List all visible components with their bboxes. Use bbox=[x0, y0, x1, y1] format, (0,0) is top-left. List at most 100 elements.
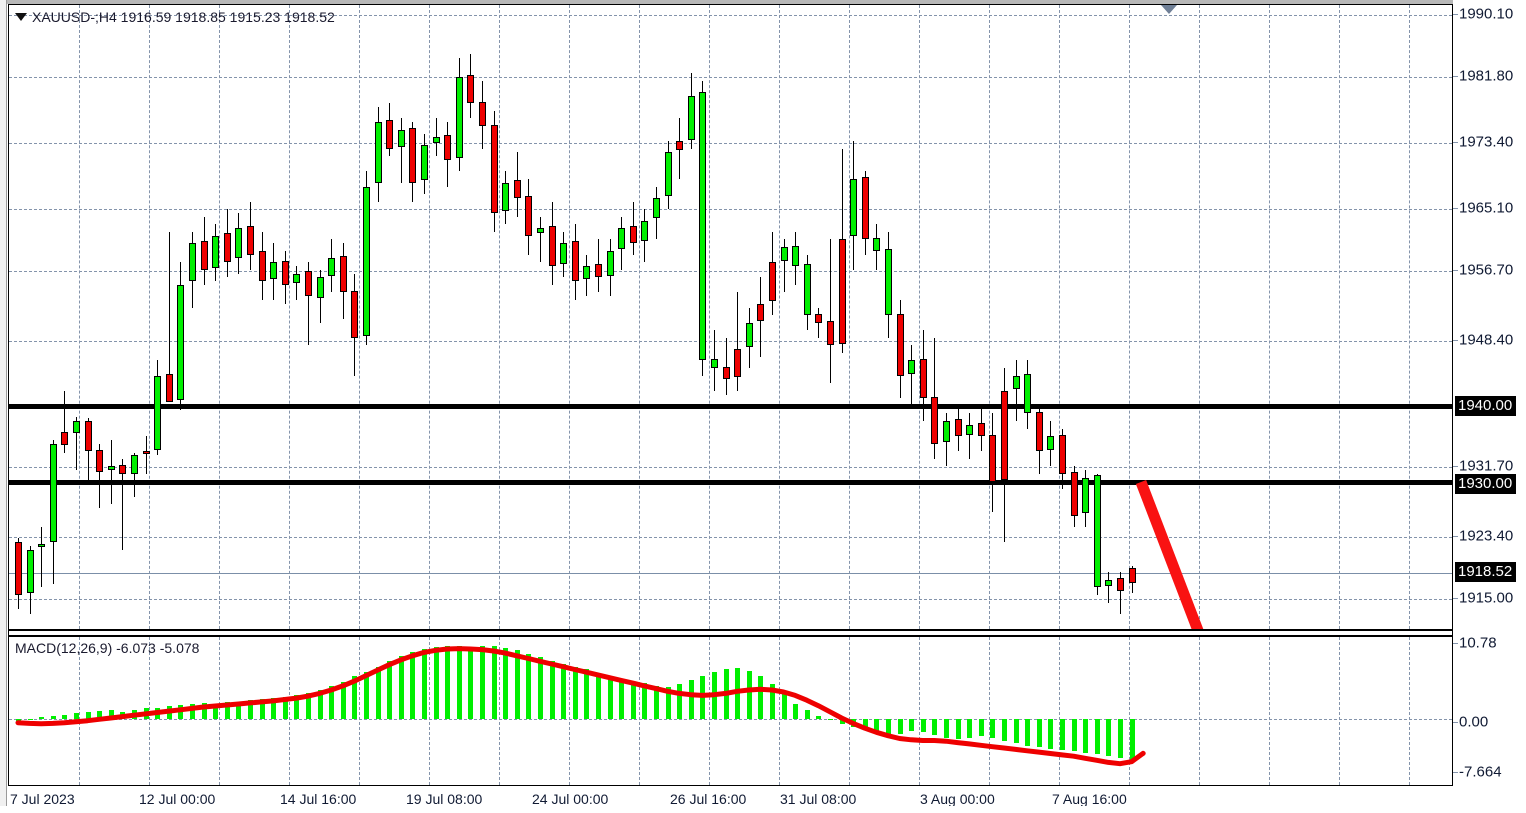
candle-body bbox=[641, 220, 649, 241]
candle-body bbox=[84, 421, 92, 452]
candle-body bbox=[525, 195, 533, 236]
candle-wick bbox=[911, 345, 913, 406]
annotation-arrow-layer bbox=[1135, 480, 1204, 629]
grid-line-vertical bbox=[79, 637, 80, 785]
macd-histogram-bar bbox=[538, 657, 543, 719]
grid-line-vertical bbox=[429, 637, 430, 785]
candle-body bbox=[119, 464, 127, 474]
grid-line-horizontal bbox=[9, 15, 1452, 16]
candle-body bbox=[931, 396, 939, 444]
macd-histogram-bar bbox=[224, 702, 230, 719]
price-pane[interactable]: XAUUSD-;H4 1916.59 1918.85 1915.23 1918.… bbox=[9, 5, 1452, 629]
candle-body bbox=[571, 240, 579, 282]
macd-histogram-bar bbox=[74, 713, 79, 719]
grid-line-vertical bbox=[289, 637, 290, 785]
candle-body bbox=[711, 358, 718, 369]
macd-indicator-label: MACD(12,26,9) -6.073 -5.078 bbox=[15, 640, 200, 656]
grid-line-vertical bbox=[709, 5, 710, 629]
candle-body bbox=[455, 76, 463, 158]
candle-wick bbox=[400, 118, 402, 183]
macd-histogram-bar bbox=[1129, 718, 1135, 761]
candle-body bbox=[189, 243, 196, 282]
macd-histogram-bar bbox=[27, 718, 33, 720]
price-axis-label: 1981.80 bbox=[1459, 67, 1514, 85]
candle-body bbox=[270, 262, 278, 279]
macd-histogram-bar bbox=[735, 668, 741, 719]
axis-tick bbox=[1453, 536, 1458, 537]
macd-histogram-bar bbox=[561, 663, 567, 719]
candle-wick bbox=[308, 262, 309, 346]
chart-object-marker-icon[interactable] bbox=[1161, 5, 1177, 14]
grid-line-vertical bbox=[569, 5, 570, 629]
candle-body bbox=[943, 421, 950, 443]
axis-tick bbox=[1453, 643, 1458, 644]
macd-histogram-bar bbox=[897, 718, 903, 734]
candle-body bbox=[653, 197, 660, 219]
candle-body bbox=[1082, 477, 1090, 514]
macd-histogram-bar bbox=[97, 711, 103, 719]
window-top-frame bbox=[7, 0, 1526, 4]
grid-line-vertical bbox=[779, 637, 780, 785]
macd-pane[interactable]: MACD(12,26,9) -6.073 -5.078 bbox=[9, 637, 1452, 785]
macd-histogram-bar bbox=[642, 683, 648, 719]
candle-body bbox=[699, 91, 707, 361]
candle-wick bbox=[725, 337, 727, 395]
candle-body bbox=[780, 247, 788, 261]
candle-body bbox=[513, 180, 521, 198]
symbol-quote-label: XAUUSD-;H4 1916.59 1918.85 1915.23 1918.… bbox=[32, 9, 335, 25]
macd-histogram-bar bbox=[596, 673, 601, 719]
macd-histogram-bar bbox=[1025, 718, 1031, 746]
price-axis[interactable]: 1990.10 1981.80 1973.40 1965.10 1956.70 1948.… bbox=[1453, 0, 1526, 813]
candle-body bbox=[792, 245, 800, 266]
macd-histogram-bar bbox=[770, 684, 775, 719]
macd-histogram-bar bbox=[248, 700, 253, 719]
macd-histogram-bar bbox=[62, 714, 68, 719]
candle-body bbox=[363, 186, 370, 337]
candle-body bbox=[177, 284, 185, 400]
macd-histogram-bar bbox=[410, 651, 416, 719]
macd-histogram-bar bbox=[712, 672, 717, 719]
candle-body bbox=[850, 178, 858, 236]
triangle-down-icon[interactable] bbox=[15, 13, 27, 22]
macd-histogram-bar bbox=[584, 669, 590, 719]
macd-histogram-bar bbox=[1036, 718, 1042, 748]
macd-histogram-bar bbox=[340, 681, 346, 719]
candle-body bbox=[223, 233, 231, 263]
candle-body bbox=[664, 152, 672, 196]
candle-body bbox=[1047, 436, 1055, 450]
grid-line-horizontal bbox=[9, 271, 1452, 272]
macd-histogram-bar bbox=[85, 712, 91, 719]
chart-plot-area[interactable]: XAUUSD-;H4 1916.59 1918.85 1915.23 1918.… bbox=[8, 4, 1453, 785]
candle-wick bbox=[783, 239, 785, 293]
macd-histogram-bar bbox=[1083, 718, 1089, 753]
macd-histogram-bar bbox=[236, 701, 242, 719]
macd-histogram-bar bbox=[549, 661, 555, 719]
candle-body bbox=[61, 432, 69, 446]
horizontal-level-line[interactable] bbox=[9, 480, 1452, 485]
grid-line-vertical bbox=[1059, 637, 1060, 785]
candle-body bbox=[351, 290, 359, 338]
macd-histogram-bar bbox=[1013, 718, 1019, 744]
grid-line-vertical bbox=[359, 5, 360, 629]
macd-histogram-bar bbox=[271, 698, 277, 719]
time-axis-label: 7 Jul 2023 bbox=[10, 791, 75, 807]
macd-histogram-bar bbox=[39, 717, 45, 719]
macd-histogram-bar bbox=[793, 703, 799, 719]
macd-histogram-bar bbox=[758, 676, 764, 719]
grid-line-vertical bbox=[919, 5, 920, 629]
candle-wick bbox=[64, 390, 66, 453]
grid-line-vertical bbox=[1199, 637, 1200, 785]
grid-line-vertical bbox=[1409, 5, 1410, 629]
horizontal-level-line[interactable] bbox=[9, 404, 1452, 409]
candle-body bbox=[131, 455, 138, 474]
price-axis-label-highlight: 1940.00 bbox=[1455, 396, 1517, 416]
macd-histogram-bar bbox=[445, 645, 451, 719]
candle-body bbox=[386, 119, 394, 149]
macd-histogram-bar bbox=[178, 704, 184, 719]
macd-histogram-bar bbox=[259, 698, 265, 719]
candle-body bbox=[1059, 434, 1066, 474]
macd-zero-line bbox=[9, 718, 1452, 720]
macd-histogram-bar bbox=[851, 718, 857, 727]
macd-histogram-bar bbox=[990, 718, 996, 738]
time-axis-label: 24 Jul 00:00 bbox=[532, 791, 609, 807]
